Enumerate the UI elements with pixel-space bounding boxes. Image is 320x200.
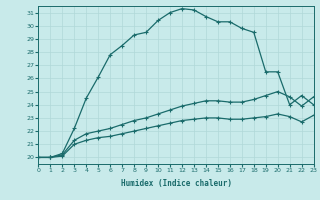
X-axis label: Humidex (Indice chaleur): Humidex (Indice chaleur) (121, 179, 231, 188)
